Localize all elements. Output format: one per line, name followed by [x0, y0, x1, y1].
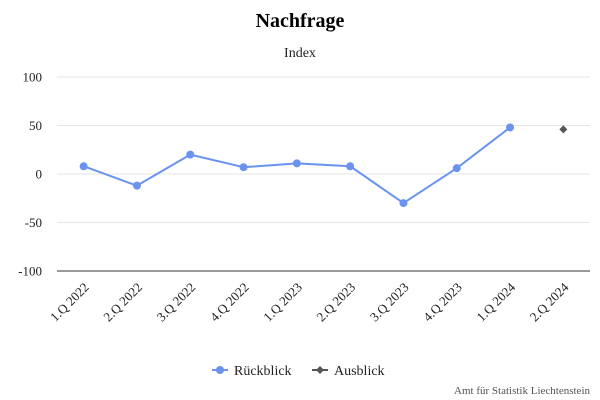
- x-tick-label: 2.Q 2023: [313, 280, 358, 325]
- data-point[interactable]: [452, 164, 461, 173]
- legend-item-label[interactable]: Ausblick: [334, 364, 385, 379]
- data-point[interactable]: [292, 159, 301, 168]
- x-tick-label: 4.Q 2023: [420, 280, 465, 325]
- x-axis-ticks: 1.Q 2022 2.Q 2022 3.Q 2022 4.Q 2022 1.Q 2023…: [47, 279, 572, 324]
- x-tick-label: 1.Q 2024: [473, 279, 518, 324]
- y-tick-label: -100: [18, 264, 42, 279]
- legend-circle-icon: [216, 366, 224, 374]
- series-layer: [79, 123, 568, 208]
- data-point[interactable]: [79, 162, 88, 171]
- x-tick-label: 3.Q 2022: [154, 280, 199, 325]
- data-point[interactable]: [346, 162, 355, 171]
- legend-item-label[interactable]: Rückblick: [234, 364, 292, 379]
- credit-text: Amt für Statistik Liechtenstein: [454, 385, 590, 397]
- y-tick-label: 0: [36, 167, 43, 182]
- x-tick-label: 1.Q 2023: [260, 280, 305, 325]
- data-point[interactable]: [506, 123, 515, 132]
- data-point[interactable]: [239, 163, 248, 172]
- x-tick-label: 2.Q 2024: [527, 279, 572, 324]
- chart-subtitle: Index: [284, 46, 316, 61]
- y-tick-label: 100: [23, 70, 43, 85]
- legend: Rückblick Ausblick: [212, 364, 385, 379]
- chart-title: Nachfrage: [256, 10, 345, 32]
- y-axis-ticks: 100 50 0 -50 -100: [18, 70, 42, 279]
- data-point-diamond[interactable]: [559, 125, 568, 134]
- legend-diamond-icon: [316, 366, 324, 374]
- x-tick-label: 2.Q 2022: [100, 280, 145, 325]
- x-tick-label: 4.Q 2022: [207, 280, 252, 325]
- x-tick-label: 3.Q 2023: [367, 280, 412, 325]
- y-tick-label: 50: [29, 118, 42, 133]
- x-tick-label: 1.Q 2022: [47, 280, 92, 325]
- data-point[interactable]: [186, 150, 195, 159]
- y-tick-label: -50: [25, 215, 42, 230]
- grid-lines: [57, 76, 590, 272]
- data-point[interactable]: [399, 199, 408, 208]
- data-point[interactable]: [132, 181, 141, 190]
